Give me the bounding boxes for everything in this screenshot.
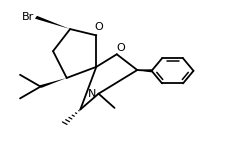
Polygon shape [40, 78, 67, 88]
Text: Br: Br [22, 12, 34, 22]
Polygon shape [137, 69, 152, 72]
Text: O: O [94, 22, 103, 32]
Text: O: O [116, 43, 125, 53]
Text: N: N [87, 89, 96, 99]
Polygon shape [35, 16, 70, 29]
